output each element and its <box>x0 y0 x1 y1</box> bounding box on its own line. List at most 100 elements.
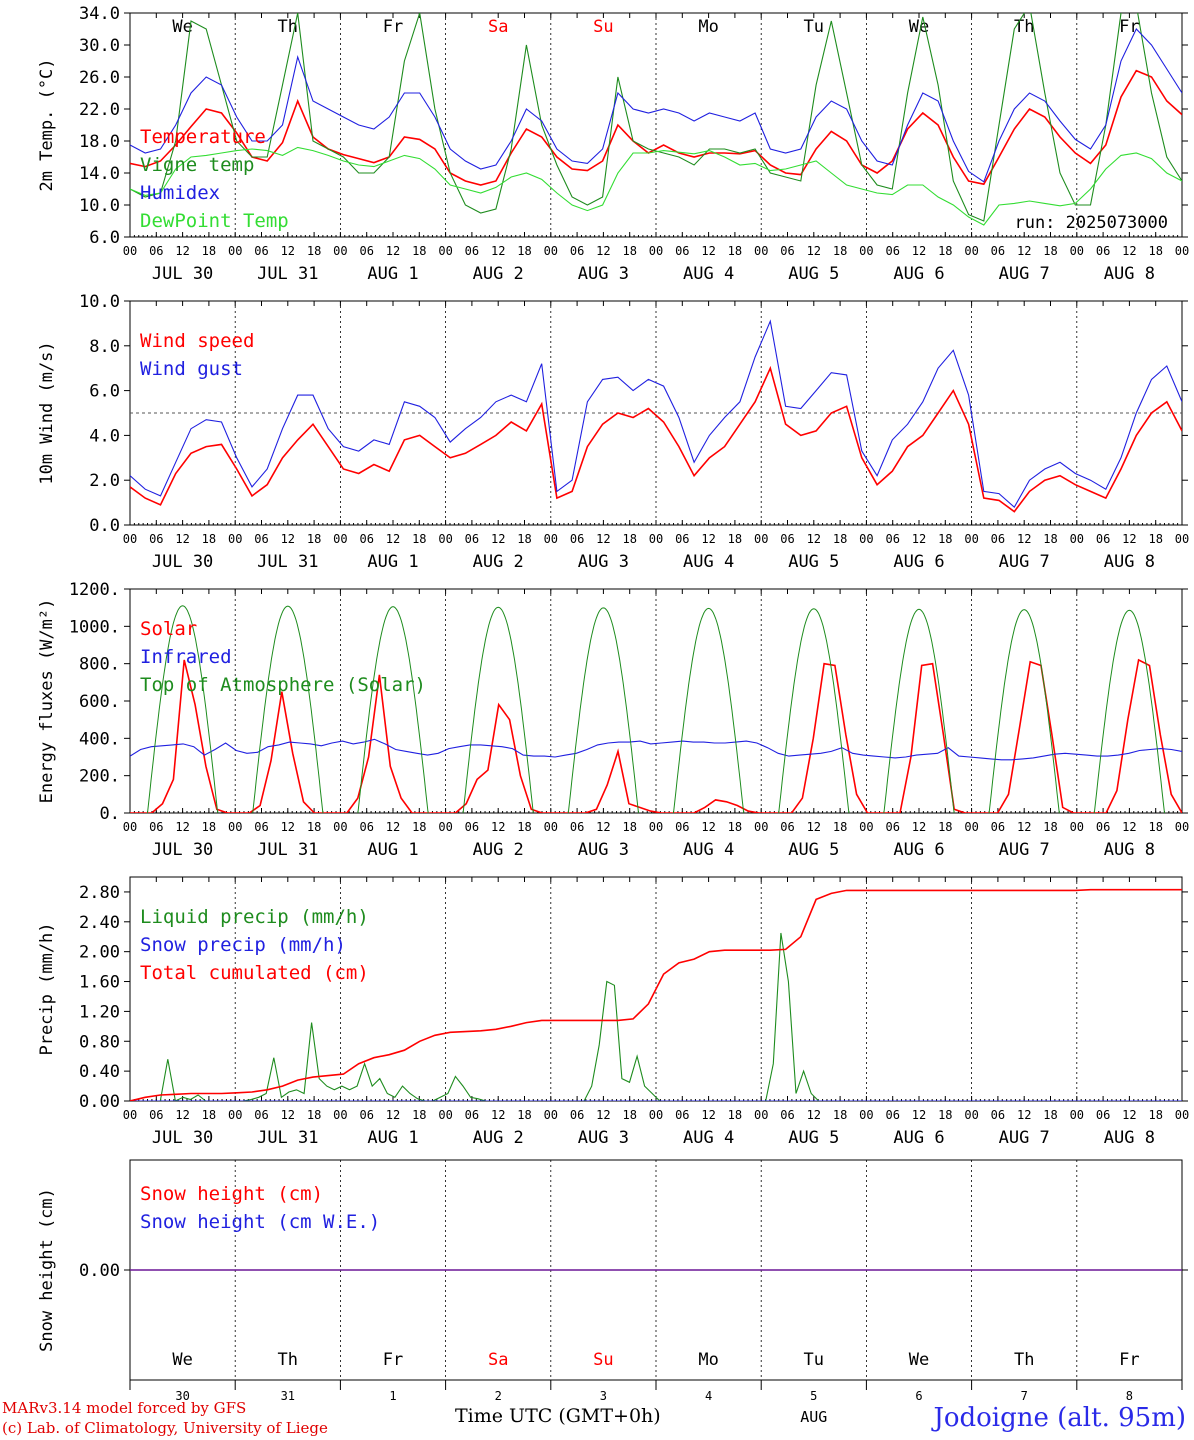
hour-tick-label: 06 <box>465 244 479 258</box>
date-label: AUG 6 <box>893 552 944 572</box>
hour-tick-label: 06 <box>570 244 584 258</box>
hour-tick-label: 00 <box>123 532 137 546</box>
y-tick-label: 1000. <box>69 617 120 637</box>
weekday-label: Fr <box>383 17 403 37</box>
date-label: AUG 7 <box>999 840 1050 860</box>
day-number-label: 4 <box>705 1389 712 1403</box>
legend-entry: Snow height (cm) <box>140 1183 323 1205</box>
hour-tick-label: 12 <box>807 532 821 546</box>
hour-tick-label: 00 <box>754 532 768 546</box>
hour-tick-label: 12 <box>1017 820 1031 834</box>
date-label: AUG 3 <box>578 1128 629 1148</box>
hour-tick-label: 00 <box>649 244 663 258</box>
legend-entry: Vigne temp <box>140 154 254 176</box>
hour-tick-label: 00 <box>544 244 558 258</box>
date-label: JUL 30 <box>152 1128 213 1148</box>
hour-tick-label: 06 <box>149 244 163 258</box>
legend-entry: Snow height (cm W.E.) <box>140 1211 380 1233</box>
y-tick-label: 8.0 <box>89 337 120 357</box>
hour-tick-label: 18 <box>202 820 216 834</box>
legend-entry: Solar <box>140 618 197 640</box>
hour-tick-label: 00 <box>649 820 663 834</box>
hour-tick-label: 18 <box>517 532 531 546</box>
hour-tick-label: 18 <box>307 532 321 546</box>
hour-tick-label: 06 <box>780 244 794 258</box>
hour-tick-label: 18 <box>202 1108 216 1122</box>
hour-tick-label: 00 <box>1175 1108 1189 1122</box>
legend-entry: Liquid precip (mm/h) <box>140 906 369 928</box>
date-label: JUL 31 <box>257 552 318 572</box>
hour-tick-label: 06 <box>149 1108 163 1122</box>
hour-tick-label: 12 <box>491 532 505 546</box>
date-label: JUL 30 <box>152 552 213 572</box>
day-number-label: 5 <box>810 1389 817 1403</box>
weekday-label: We <box>172 1350 192 1370</box>
hour-tick-label: 00 <box>859 244 873 258</box>
date-label: AUG 5 <box>788 264 839 284</box>
weekday-label: Su <box>593 1350 613 1370</box>
y-tick-label: 22.0 <box>79 100 120 120</box>
hour-tick-label: 12 <box>491 1108 505 1122</box>
hour-tick-label: 00 <box>964 1108 978 1122</box>
date-label: AUG 8 <box>1104 840 1155 860</box>
date-label: AUG 1 <box>367 840 418 860</box>
hour-tick-label: 12 <box>912 532 926 546</box>
hour-tick-label: 00 <box>754 820 768 834</box>
hour-tick-label: 00 <box>964 532 978 546</box>
date-label: AUG 2 <box>473 552 524 572</box>
hour-tick-label: 12 <box>701 1108 715 1122</box>
hour-tick-label: 06 <box>991 820 1005 834</box>
y-tick-label: 800. <box>79 655 120 675</box>
hour-tick-label: 12 <box>1017 1108 1031 1122</box>
hour-tick-label: 06 <box>1096 532 1110 546</box>
hour-tick-label: 00 <box>123 820 137 834</box>
day-number-label: 8 <box>1126 1389 1133 1403</box>
hour-tick-label: 12 <box>1122 244 1136 258</box>
hour-tick-label: 18 <box>517 820 531 834</box>
hour-tick-label: 12 <box>491 820 505 834</box>
date-label: AUG 6 <box>893 264 944 284</box>
hour-tick-label: 00 <box>228 244 242 258</box>
weekday-label: Th <box>1014 1350 1034 1370</box>
toa-solar-line <box>357 606 429 813</box>
date-label: JUL 31 <box>257 1128 318 1148</box>
hour-tick-label: 00 <box>544 532 558 546</box>
hour-tick-label: 18 <box>202 532 216 546</box>
hour-tick-label: 12 <box>1122 820 1136 834</box>
hour-tick-label: 00 <box>123 244 137 258</box>
y-tick-label: 6.0 <box>89 382 120 402</box>
hour-tick-label: 06 <box>991 1108 1005 1122</box>
hour-tick-label: 06 <box>675 1108 689 1122</box>
hour-tick-label: 18 <box>307 1108 321 1122</box>
y-tick-label: 0.0 <box>89 516 120 536</box>
series-line <box>130 146 1182 226</box>
hour-tick-label: 18 <box>202 244 216 258</box>
hour-tick-label: 12 <box>281 1108 295 1122</box>
hour-tick-label: 18 <box>622 244 636 258</box>
series-line <box>130 13 1182 222</box>
hour-tick-label: 18 <box>833 820 847 834</box>
month-label: AUG <box>800 1408 827 1426</box>
hour-tick-label: 12 <box>175 532 189 546</box>
hour-tick-label: 18 <box>307 820 321 834</box>
y-tick-label: 26.0 <box>79 68 120 88</box>
hour-tick-label: 12 <box>491 244 505 258</box>
hour-tick-label: 00 <box>123 1108 137 1122</box>
hour-tick-label: 12 <box>596 1108 610 1122</box>
hour-tick-label: 06 <box>1096 820 1110 834</box>
date-label: JUL 30 <box>152 840 213 860</box>
hour-tick-label: 00 <box>228 532 242 546</box>
hour-tick-label: 12 <box>175 1108 189 1122</box>
day-number-label: 6 <box>915 1389 922 1403</box>
date-label: AUG 4 <box>683 552 734 572</box>
y-tick-label: 10.0 <box>79 292 120 312</box>
hour-tick-label: 06 <box>885 820 899 834</box>
y-tick-label: 2.0 <box>89 471 120 491</box>
toa-solar-line <box>883 608 955 813</box>
weekday-label: Fr <box>1119 17 1139 37</box>
hour-tick-label: 06 <box>780 532 794 546</box>
hour-tick-label: 18 <box>833 532 847 546</box>
hour-tick-label: 18 <box>938 1108 952 1122</box>
date-label: AUG 1 <box>367 552 418 572</box>
